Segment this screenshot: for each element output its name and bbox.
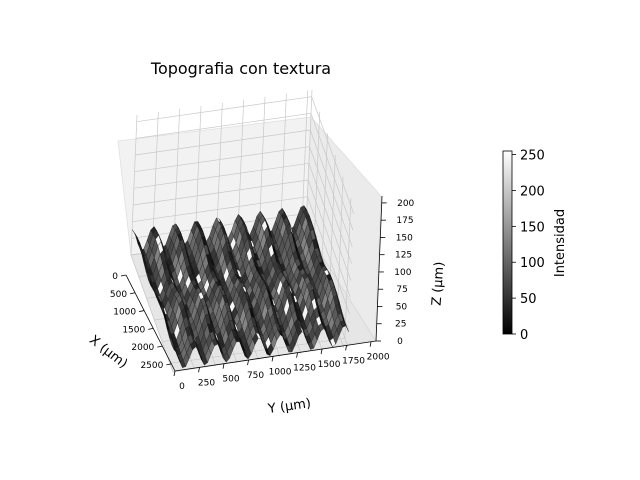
x-tick (148, 327, 154, 330)
x-tick-label: 1500 (122, 325, 145, 335)
z-tick-label: 0 (397, 337, 403, 347)
z-axis-label: Z (μm) (429, 261, 447, 306)
z-tick-label: 75 (396, 285, 407, 295)
chart-title: Topografia con textura (150, 59, 331, 78)
y-tick-label: 2000 (367, 353, 390, 363)
x-tick-label: 2500 (140, 361, 163, 371)
y-tick-label: 500 (222, 375, 239, 385)
z-ticks: 0 25 50 75 100 125 150 175 200 (376, 199, 415, 347)
y-axis-line (174, 340, 377, 372)
x-tick (166, 363, 172, 366)
y-tick-label: 250 (198, 378, 215, 388)
y-ticks: 0 250 500 750 1000 1250 1500 1750 2000 (173, 341, 390, 392)
z-tick-label: 50 (396, 302, 408, 312)
x-tick (120, 274, 127, 277)
y-tick-label: 0 (179, 382, 185, 392)
y-tick (222, 363, 225, 369)
y-tick-label: 1500 (318, 360, 341, 370)
z-tick-label: 175 (396, 216, 413, 226)
y-tick-label: 1250 (293, 364, 316, 374)
x-tick-label: 2000 (131, 343, 154, 353)
colorbar-tick-label: 100 (520, 256, 545, 271)
surface (131, 205, 349, 368)
y-tick (173, 370, 176, 377)
colorbar-tick-label: 0 (520, 328, 528, 343)
y-tick (198, 367, 200, 373)
z-tick-label: 100 (394, 268, 411, 278)
y-tick (296, 352, 298, 358)
z-tick-label: 125 (395, 251, 412, 261)
x-tick (139, 310, 145, 312)
x-tick-label: 1000 (113, 308, 136, 318)
colorbar-tick-label: 50 (520, 292, 537, 307)
y-axis-label: Y (μm) (266, 396, 312, 417)
x-tick-label: 500 (110, 290, 127, 300)
y-tick (320, 348, 323, 355)
colorbar-gradient (502, 150, 513, 335)
x-tick (129, 292, 136, 295)
x-ticks: 0 500 1000 1500 2000 2500 (110, 272, 172, 371)
y-tick-label: 1750 (342, 356, 365, 366)
z-tick-label: 200 (397, 199, 414, 209)
colorbar-label: Intensidad (553, 209, 568, 277)
x-axis-label: X (μm) (86, 333, 130, 372)
y-tick-label: 1000 (269, 367, 292, 377)
colorbar-tick-label: 250 (520, 149, 545, 164)
y-tick (369, 341, 372, 347)
x-axis-line (125, 274, 176, 372)
y-tick (247, 359, 249, 366)
y-tick (345, 345, 347, 351)
z-tick-label: 25 (395, 320, 406, 330)
colorbar-ticks: 0 50 100 150 200 250 (512, 149, 545, 343)
x-tick (157, 345, 163, 348)
y-tick-label: 750 (247, 371, 264, 381)
colorbar-tick-label: 200 (520, 184, 545, 199)
colorbar: 0 50 100 150 200 250 Intensidad (502, 149, 568, 343)
x-tick-label: 0 (112, 272, 118, 282)
z-tick-label: 150 (396, 233, 413, 243)
colorbar-tick-label: 150 (520, 220, 545, 235)
y-tick (271, 356, 274, 362)
